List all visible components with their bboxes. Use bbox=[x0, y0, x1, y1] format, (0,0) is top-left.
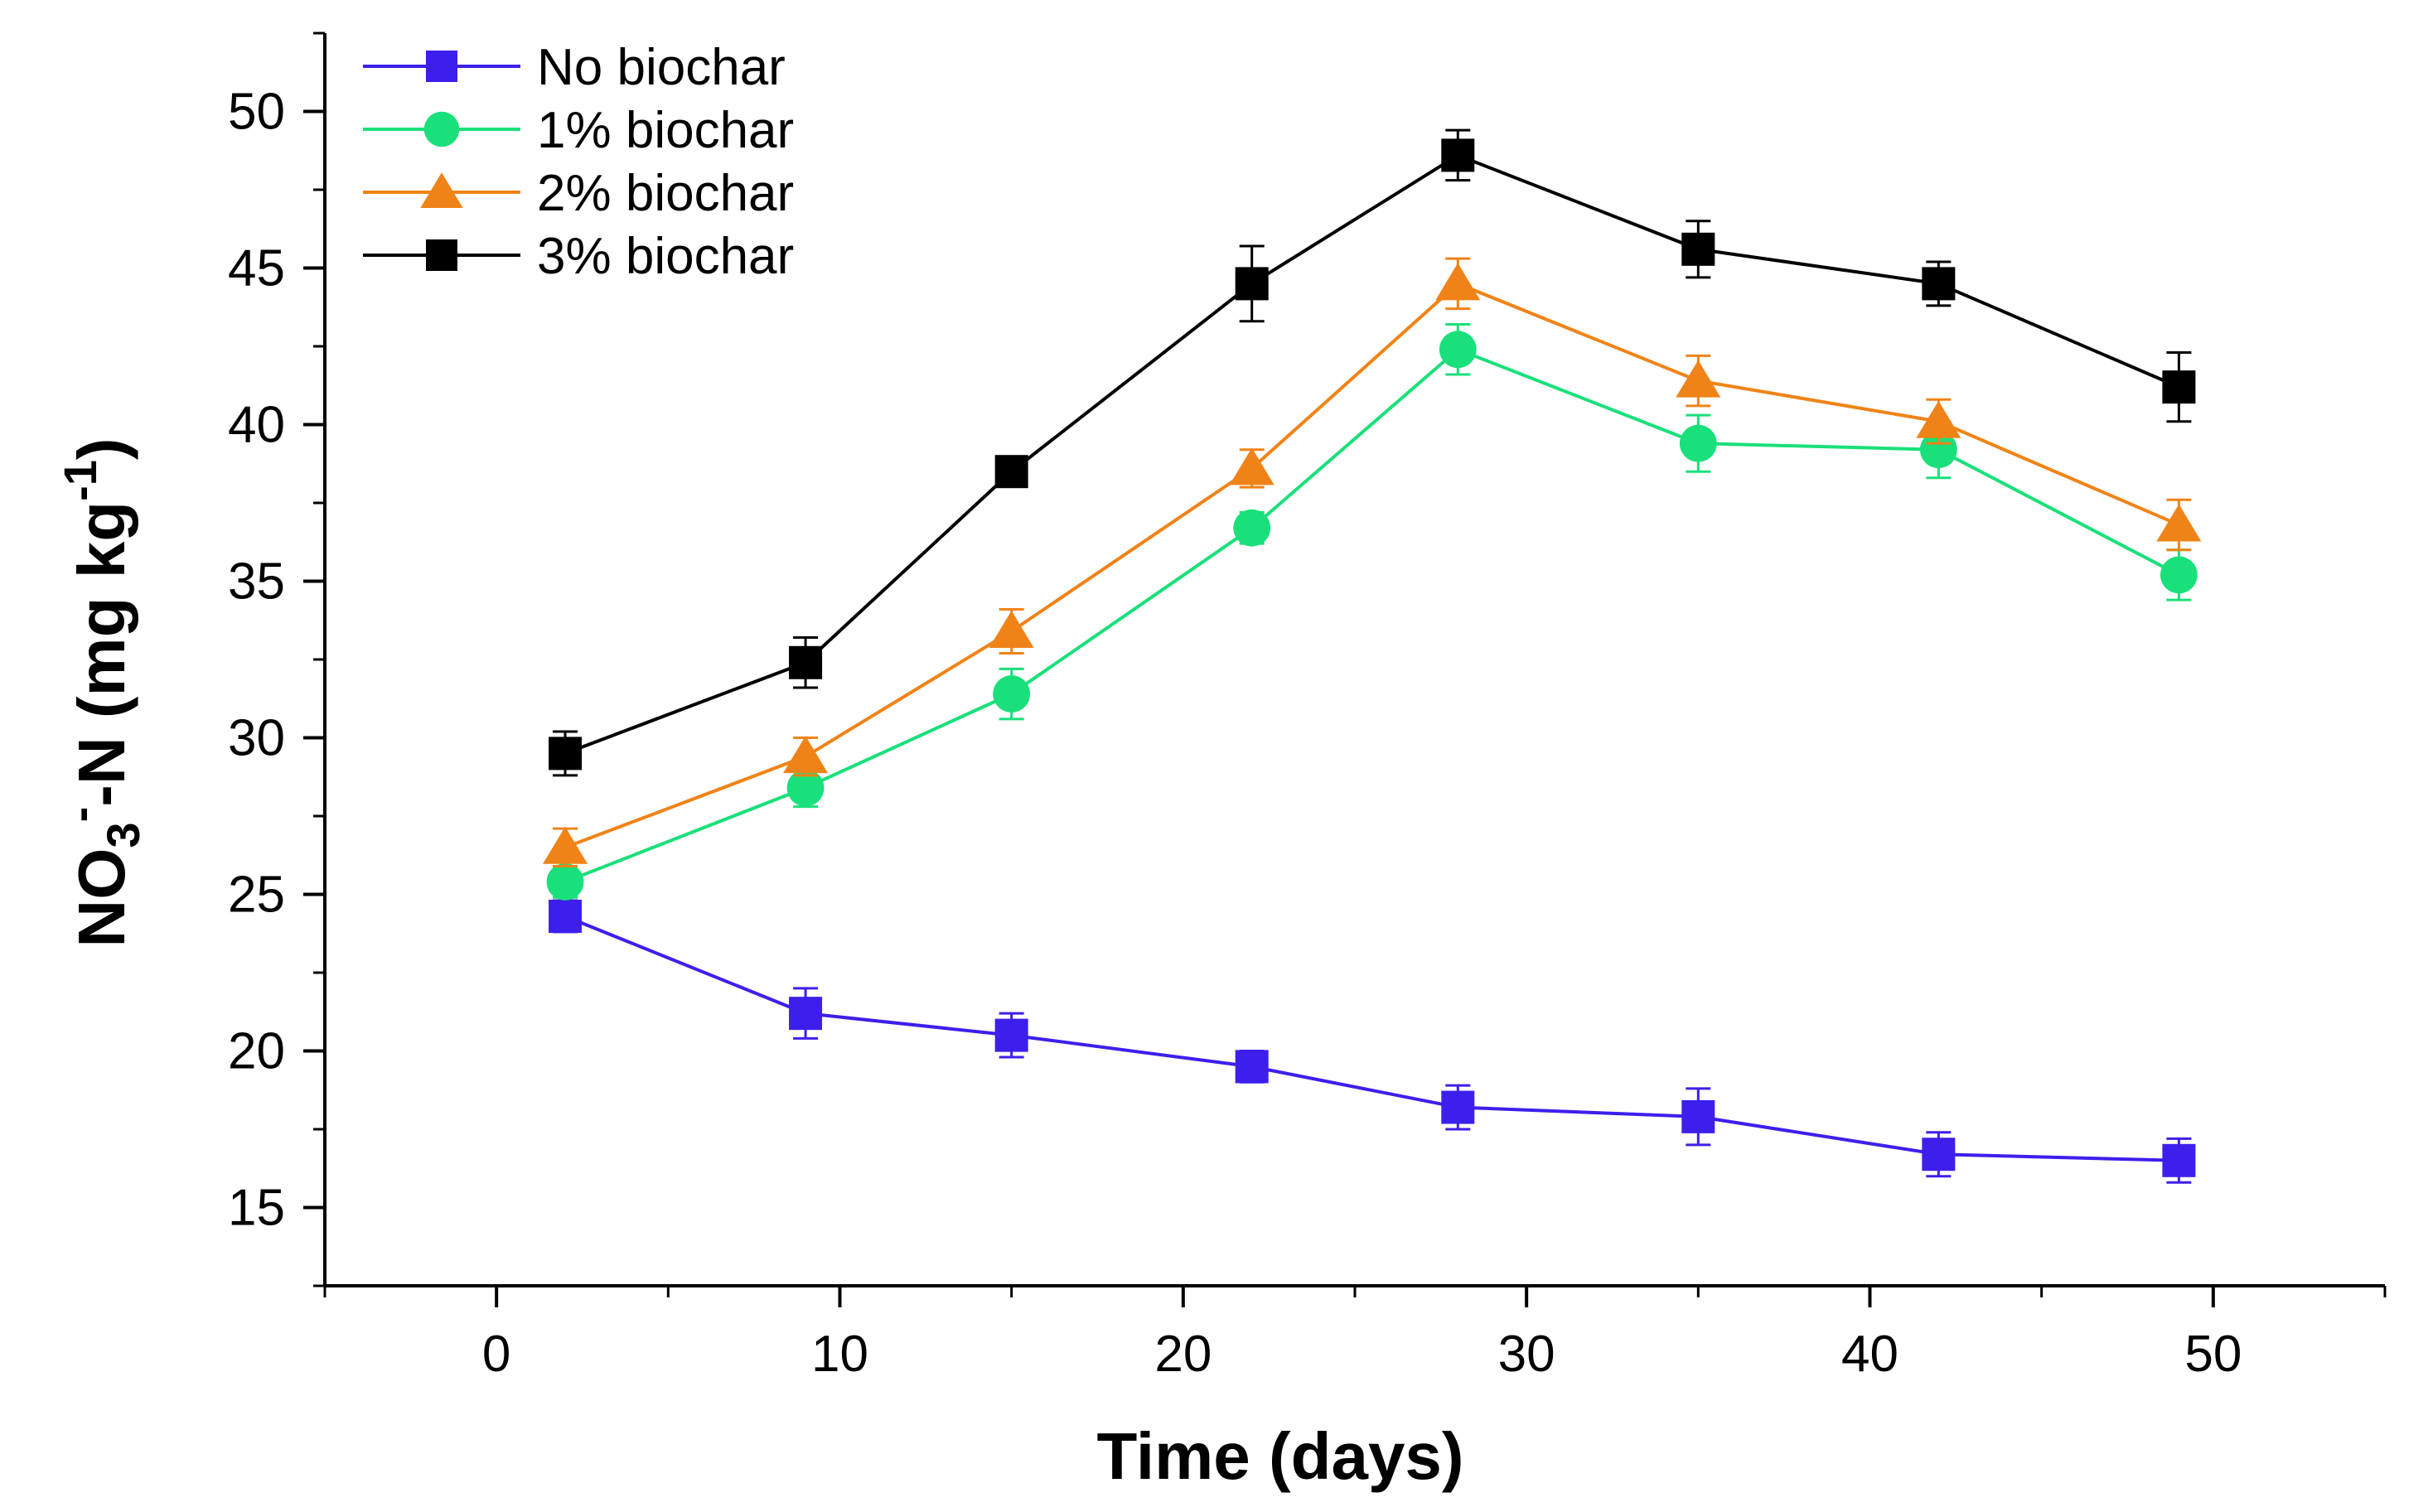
data-point bbox=[1916, 400, 1961, 438]
data-point bbox=[1922, 1138, 1956, 1171]
legend-marker bbox=[420, 172, 463, 208]
y-tick-label: 15 bbox=[228, 1180, 285, 1237]
legend-marker bbox=[423, 111, 460, 147]
data-point bbox=[546, 862, 584, 901]
y-axis-title-exponent: -1 bbox=[54, 460, 106, 501]
data-point bbox=[1441, 138, 1475, 172]
data-point bbox=[2162, 370, 2196, 404]
data-point bbox=[1439, 331, 1477, 369]
y-tick-label: 25 bbox=[228, 867, 285, 924]
legend-item: No biochar bbox=[363, 39, 786, 96]
legend-label: 3% biochar bbox=[537, 228, 794, 285]
data-point bbox=[1681, 1099, 1715, 1133]
data-point bbox=[1229, 447, 1274, 485]
series-layer bbox=[543, 128, 2202, 1184]
data-point bbox=[789, 997, 823, 1031]
series-line bbox=[564, 282, 2180, 849]
x-tick-label: 20 bbox=[1154, 1326, 1212, 1383]
legend-label: 1% biochar bbox=[537, 102, 794, 159]
y-axis-title-base: NO bbox=[65, 848, 138, 948]
data-point bbox=[1235, 267, 1269, 301]
data-point bbox=[549, 899, 583, 933]
series-1-biochar bbox=[546, 323, 2198, 901]
data-point bbox=[1441, 1090, 1475, 1124]
x-tick-label: 30 bbox=[1498, 1326, 1555, 1383]
data-point bbox=[1235, 1050, 1269, 1084]
data-point bbox=[1919, 431, 1957, 469]
data-point bbox=[789, 645, 823, 679]
series-line bbox=[564, 347, 2180, 884]
series-2-biochar bbox=[543, 257, 2202, 867]
data-point bbox=[994, 1018, 1028, 1052]
series-line bbox=[564, 915, 2179, 1162]
data-point bbox=[1681, 232, 1715, 266]
legend-marker bbox=[426, 239, 457, 271]
x-tick-label: 40 bbox=[1841, 1326, 1898, 1383]
y-tick-label: 45 bbox=[228, 240, 285, 297]
y-axis-title-end: ) bbox=[65, 437, 138, 460]
legend-item: 3% biochar bbox=[363, 228, 794, 285]
y-axis-title-subscript: 3 bbox=[97, 822, 149, 848]
series-3-biochar bbox=[549, 128, 2196, 777]
legend-marker bbox=[426, 51, 457, 82]
y-tick-label: 35 bbox=[228, 553, 285, 611]
x-tick-label: 10 bbox=[811, 1326, 868, 1383]
data-point bbox=[989, 610, 1034, 648]
data-point bbox=[1676, 360, 1721, 398]
y-tick-label: 40 bbox=[228, 397, 285, 454]
x-tick-label: 50 bbox=[2184, 1326, 2242, 1383]
x-tick-label: 0 bbox=[482, 1326, 510, 1383]
data-point bbox=[1679, 424, 1717, 462]
y-tick-label: 20 bbox=[228, 1023, 285, 1080]
axes: 15 20 25 30 35 40 45 50 0 10 20 30 40 50 bbox=[228, 31, 2387, 1383]
y-axis-title: NO3--N (mg kg-1) bbox=[54, 437, 149, 947]
legend-item: 2% biochar bbox=[363, 165, 794, 222]
data-point bbox=[549, 737, 583, 770]
legend-label: No biochar bbox=[537, 39, 786, 96]
series-line bbox=[564, 153, 2180, 756]
data-point bbox=[786, 769, 825, 807]
data-point bbox=[2162, 1143, 2196, 1177]
y-tick-label: 30 bbox=[228, 710, 285, 767]
legend-label: 2% biochar bbox=[537, 165, 794, 222]
data-point bbox=[2156, 504, 2202, 542]
data-point bbox=[994, 455, 1028, 489]
series-no-biochar bbox=[549, 899, 2196, 1184]
data-point bbox=[2160, 556, 2198, 594]
y-axis-title-mid: -N (mg kg bbox=[65, 501, 138, 807]
legend-item: 1% biochar bbox=[363, 102, 794, 159]
data-point bbox=[1435, 263, 1481, 301]
data-point bbox=[783, 736, 829, 774]
data-point bbox=[993, 675, 1031, 713]
y-axis-title-superscript-minus: - bbox=[54, 807, 106, 823]
data-point bbox=[1233, 509, 1271, 547]
y-tick-label: 50 bbox=[228, 84, 285, 141]
data-point bbox=[1922, 267, 1956, 301]
x-axis-title: Time (days) bbox=[1096, 1419, 1463, 1493]
legend: No biochar 1% biochar 2% biochar 3% biochar bbox=[363, 39, 794, 285]
data-point bbox=[543, 826, 588, 864]
